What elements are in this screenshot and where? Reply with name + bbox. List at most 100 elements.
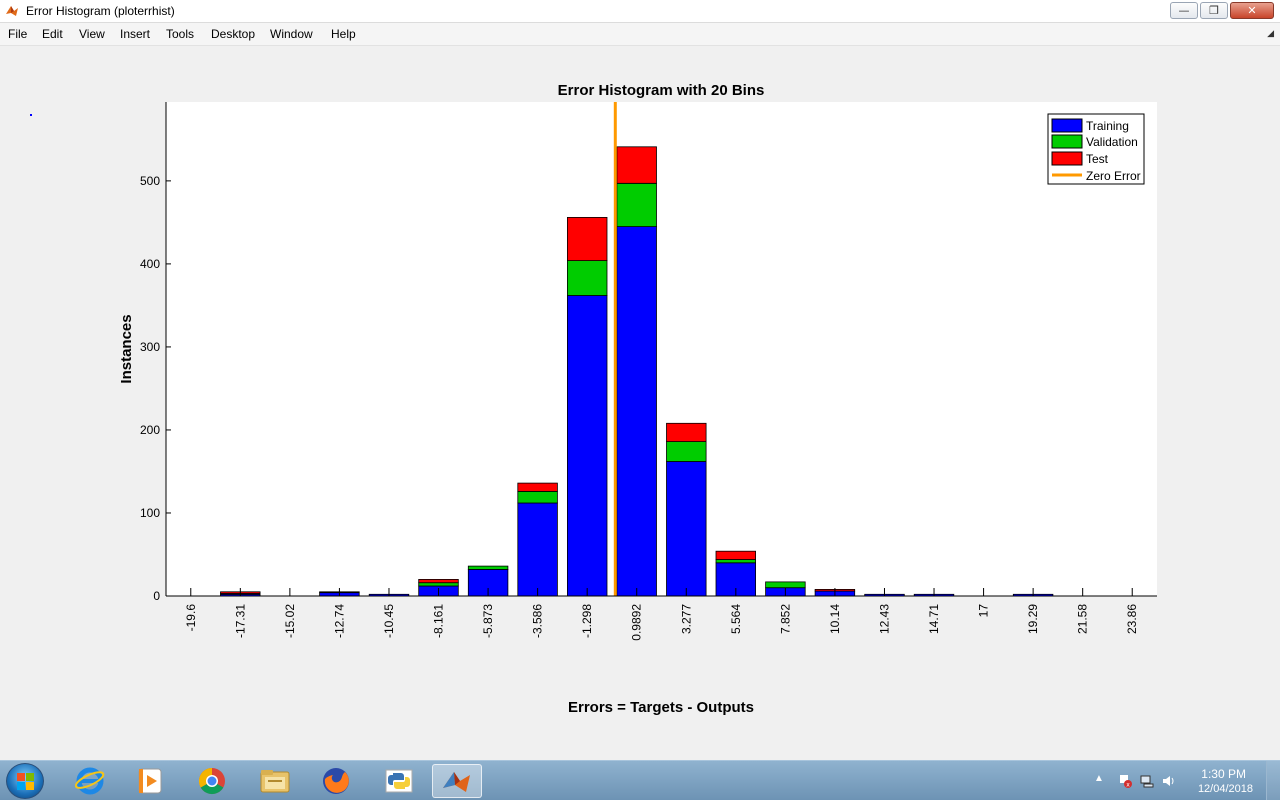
svg-text:x: x (1126, 782, 1130, 789)
x-tick-label: 17 (977, 604, 991, 618)
y-tick-label: 200 (140, 423, 160, 437)
taskbar-file-explorer[interactable] (250, 764, 300, 798)
taskbar-media-player[interactable] (125, 764, 175, 798)
taskbar-firefox[interactable] (311, 764, 361, 798)
x-tick-label: -10.45 (382, 604, 396, 638)
legend-box (1047, 113, 1145, 185)
chrome-icon (198, 767, 225, 795)
menu-desktop[interactable]: Desktop (211, 27, 256, 41)
plot-area (166, 102, 1157, 596)
action-center-icon[interactable]: x (1118, 774, 1132, 788)
y-tick-label: 400 (140, 257, 160, 271)
dock-arrow-icon[interactable]: ◢ (1267, 28, 1274, 38)
bar-validation-11 (715, 559, 756, 564)
media-player-icon (138, 768, 162, 794)
x-tick-label: 0.9892 (630, 604, 644, 641)
y-axis-label: Instances (118, 314, 135, 383)
window-title: Error Histogram (ploterrhist) (26, 4, 175, 18)
clock-time[interactable]: 1:30 PM (1201, 767, 1246, 781)
menu-tools[interactable]: Tools (166, 27, 195, 41)
x-tick-label: 7.852 (778, 604, 792, 634)
x-tick-label: 10.14 (828, 604, 842, 634)
legend-swatch-test (1051, 151, 1083, 166)
network-icon[interactable] (1140, 774, 1154, 788)
bar-test-8 (567, 216, 608, 261)
y-tick-label: 0 (153, 589, 160, 603)
volume-icon[interactable] (1162, 774, 1176, 788)
legend-label-zero-error: Zero Error (1086, 169, 1141, 183)
y-tick-label: 500 (140, 174, 160, 188)
taskbar-matlab[interactable] (432, 764, 482, 798)
menu-view[interactable]: View (79, 27, 105, 41)
x-tick-label: 3.277 (679, 604, 693, 634)
x-tick-label: -5.873 (481, 604, 495, 638)
show-hidden-icons-arrow[interactable]: ▲ (1094, 773, 1104, 784)
window-controls: — ❐ ✕ (1168, 2, 1274, 20)
bar-test-10 (666, 422, 707, 442)
x-tick-label: -19.6 (184, 604, 198, 632)
chart-title: Error Histogram with 20 Bins (558, 82, 765, 99)
window-title-bar: Error Histogram (ploterrhist) — ❐ ✕ (0, 0, 1280, 23)
minimize-button[interactable]: — (1170, 2, 1198, 19)
x-tick-label: 12.43 (878, 604, 892, 634)
taskbar-chrome[interactable] (187, 764, 237, 798)
show-desktop-button[interactable] (1266, 761, 1280, 800)
taskbar-python[interactable] (374, 764, 424, 798)
bar-validation-12 (765, 581, 806, 589)
bar-training-9 (616, 226, 657, 597)
firefox-icon (323, 768, 349, 794)
x-tick-label: 21.58 (1076, 604, 1090, 634)
taskbar-internet-explorer[interactable] (65, 764, 115, 798)
y-tick-label: 300 (140, 340, 160, 354)
menu-file[interactable]: File (8, 27, 28, 41)
restore-icon: ❐ (1209, 4, 1219, 17)
clock-date[interactable]: 12/04/2018 (1197, 783, 1253, 795)
bar-validation-8 (567, 260, 608, 296)
menu-bar: File Edit View Insert Tools Desktop Wind… (0, 23, 1280, 46)
file-explorer-icon (260, 770, 290, 793)
x-axis-label: Errors = Targets - Outputs (568, 699, 754, 716)
menu-edit[interactable]: Edit (42, 27, 63, 41)
legend-swatch-validation (1051, 134, 1083, 149)
legend: Training Validation Test Zero Error (1047, 113, 1145, 185)
legend-label-training: Training (1086, 119, 1129, 133)
python-icon (385, 769, 413, 793)
stray-marker (30, 114, 32, 116)
bar-validation-7 (517, 490, 558, 504)
x-tick-label: -17.31 (233, 604, 247, 638)
x-tick-label: 23.86 (1125, 604, 1139, 634)
x-tick-label: -8.161 (432, 604, 446, 638)
legend-swatch-training (1051, 118, 1083, 133)
x-tick-label: 19.29 (1026, 604, 1040, 634)
x-ticks: -19.6 -17.31 -15.02 -12.74 -10.45 -8.161 -5.87… (184, 588, 1139, 641)
y-ticks: 0 100 200 300 400 500 (140, 174, 171, 603)
restore-button[interactable]: ❐ (1200, 2, 1228, 19)
legend-label-validation: Validation (1086, 135, 1138, 149)
x-tick-label: 5.564 (729, 604, 743, 634)
bar-test-7 (517, 482, 558, 492)
menu-insert[interactable]: Insert (120, 27, 151, 41)
menu-help[interactable]: Help (331, 27, 356, 41)
bar-validation-6 (467, 565, 509, 570)
close-button[interactable]: ✕ (1230, 2, 1274, 19)
close-icon: ✕ (1247, 4, 1257, 17)
system-tray: ▲ x 1:30 PM 12/04/2018 (1080, 761, 1280, 800)
matlab-icon (443, 772, 470, 792)
x-tick-label: -1.298 (580, 604, 594, 638)
x-tick-label: -15.02 (283, 604, 297, 638)
bar-validation-10 (666, 441, 707, 462)
x-tick-label: -3.586 (531, 604, 545, 638)
x-tick-label: -12.74 (332, 604, 346, 638)
windows-start-icon (17, 773, 34, 790)
bar-test-9 (616, 146, 657, 184)
x-tick-label: 14.71 (927, 604, 941, 634)
menu-window[interactable]: Window (270, 27, 313, 41)
error-histogram-chart: 0 100 200 300 400 500 -19.6 -17.31 -15.02 -12.74… (118, 82, 1157, 716)
bar-validation-9 (616, 182, 657, 227)
internet-explorer-icon (75, 767, 105, 795)
bar-test-5 (418, 579, 459, 584)
start-button[interactable] (6, 763, 44, 799)
bar-validation-5 (418, 582, 459, 587)
bar-training-8 (567, 294, 608, 597)
bar-training-10 (666, 461, 707, 597)
